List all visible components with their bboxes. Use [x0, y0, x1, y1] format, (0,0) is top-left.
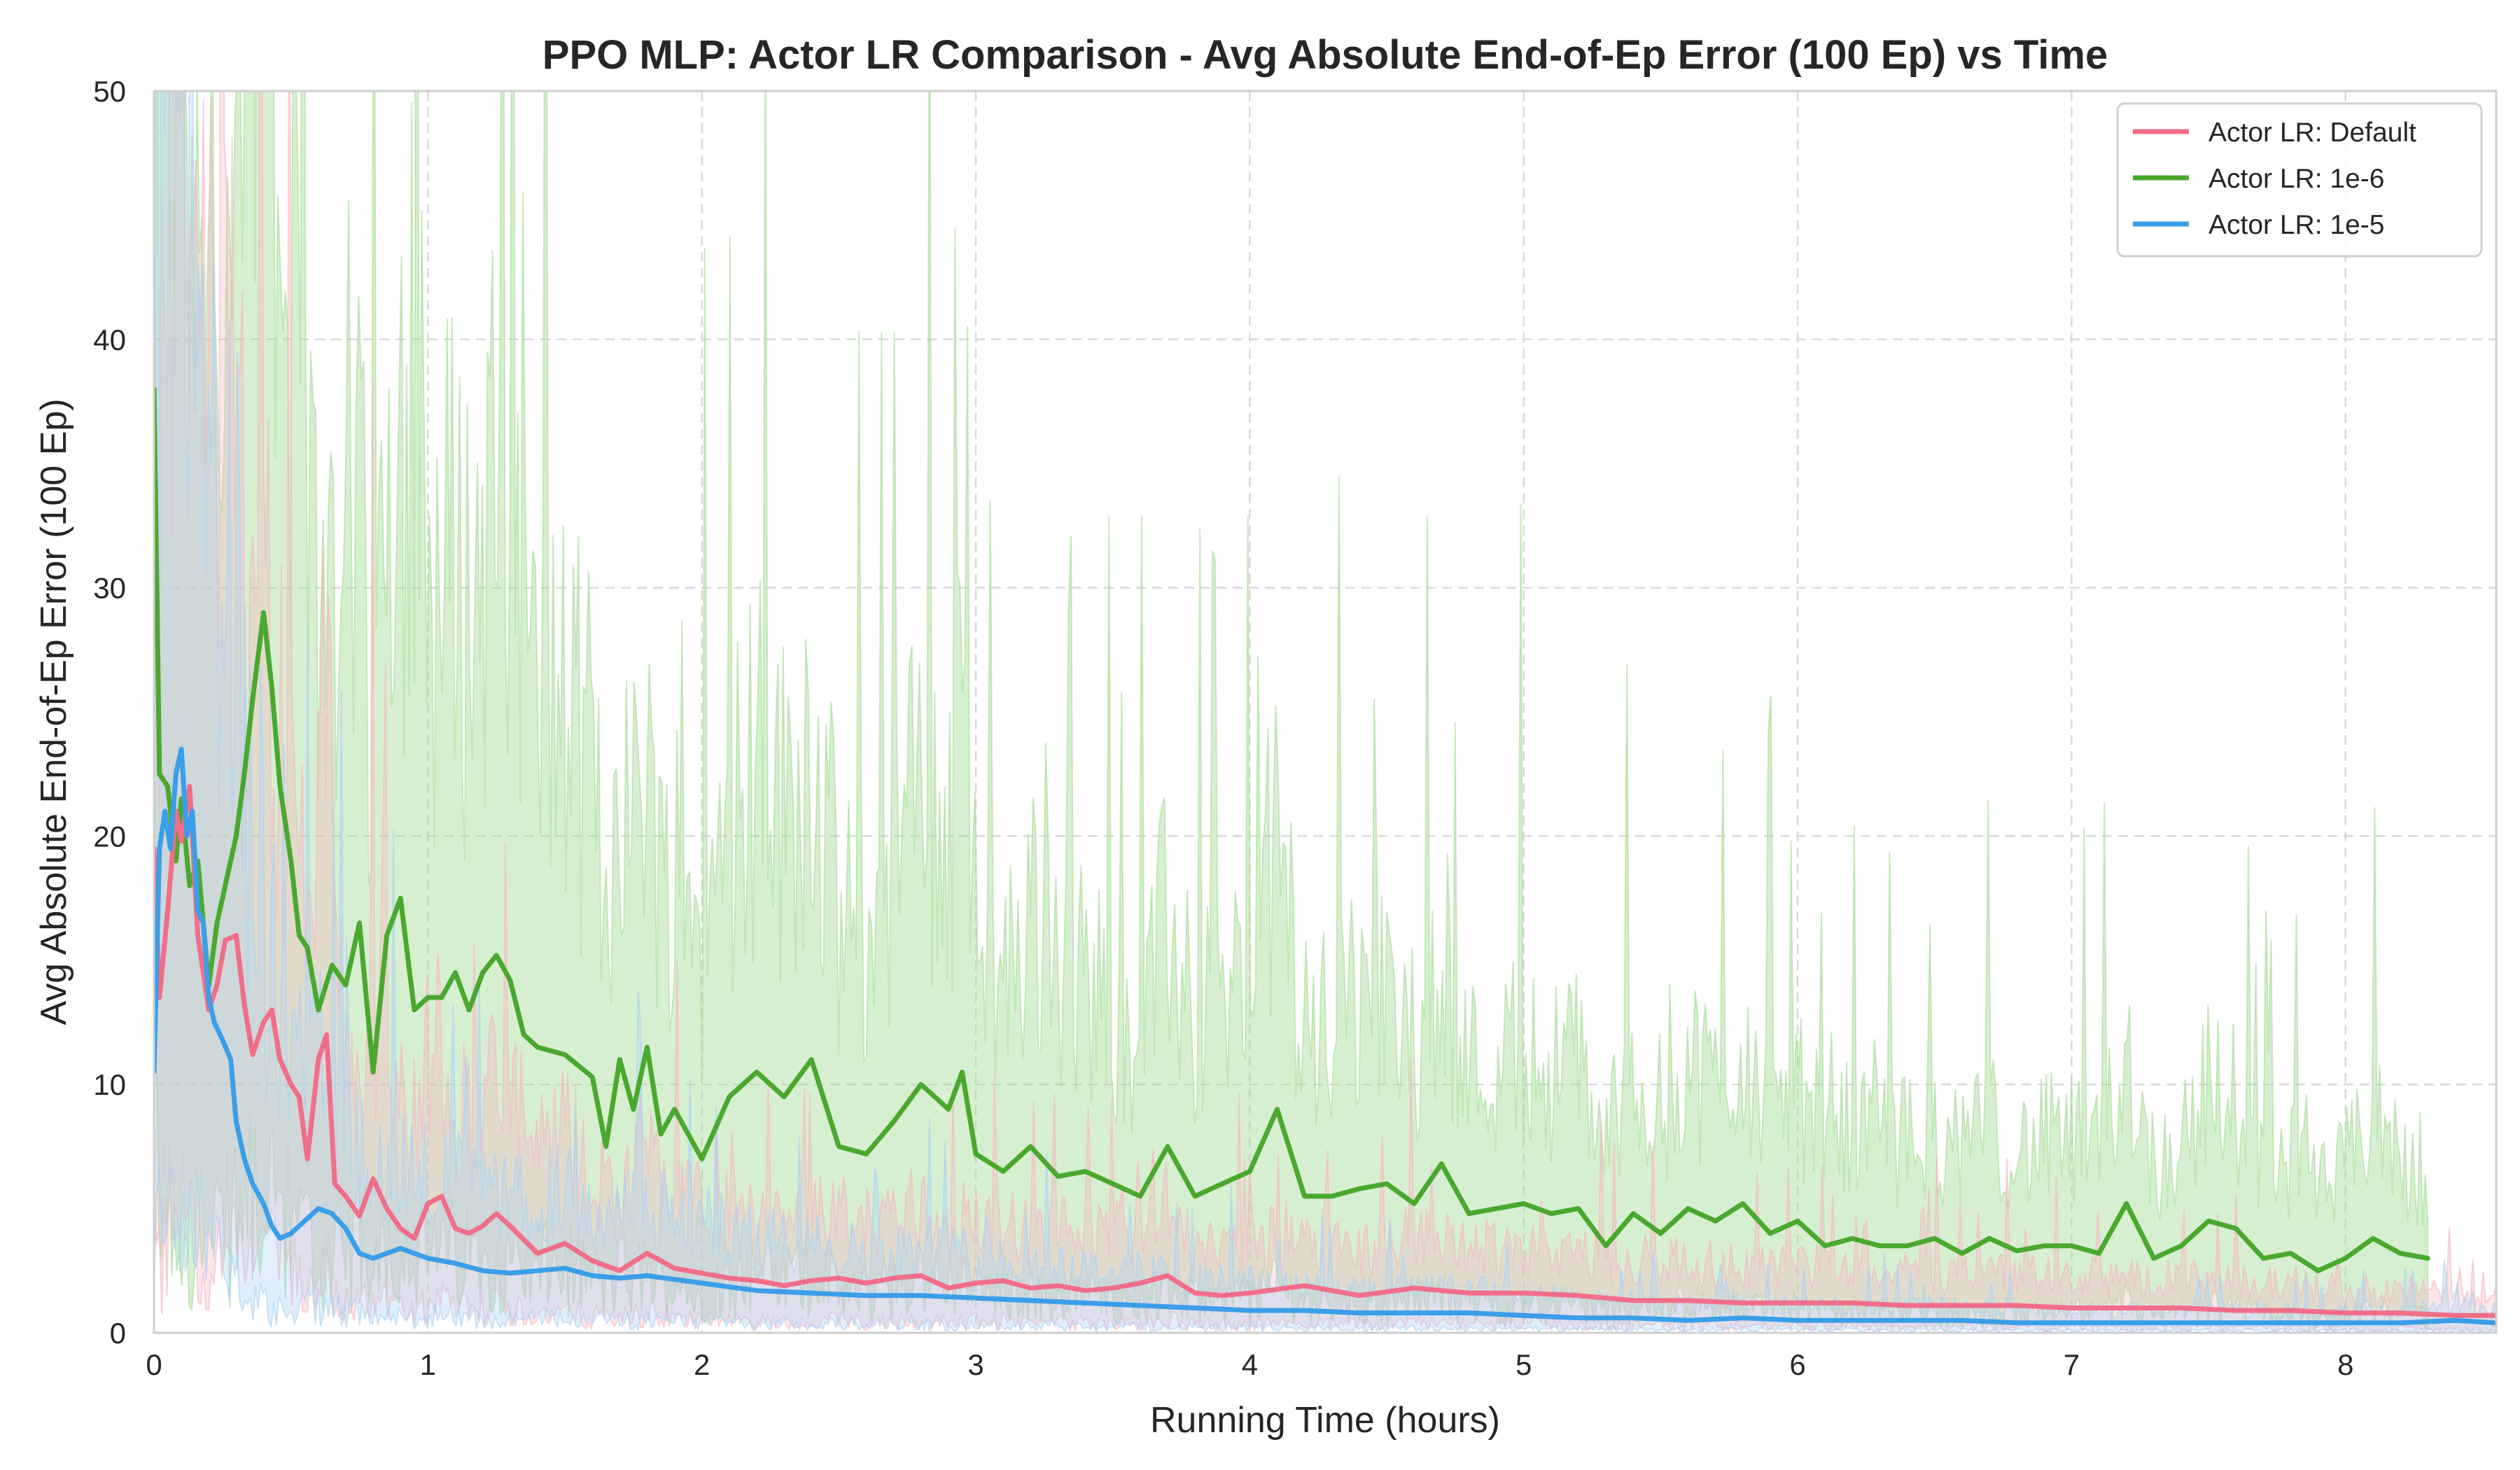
legend: Actor LR: Default Actor LR: 1e-6 Actor LR:…: [2116, 102, 2483, 258]
y-tick-label: 0: [110, 1317, 126, 1350]
y-tick-label: 10: [93, 1068, 126, 1101]
x-tick-label: 6: [1789, 1348, 1805, 1381]
series-line-0: [154, 783, 2496, 1318]
x-tick-label: 4: [1242, 1348, 1258, 1381]
chart-title: PPO MLP: Actor LR Comparison - Avg Absol…: [542, 32, 2108, 78]
x-tick-label: 2: [694, 1348, 710, 1381]
x-tick-label: 0: [146, 1348, 162, 1381]
series-lines: [154, 386, 2496, 1326]
y-tick-label: 40: [93, 323, 126, 356]
x-tick-label: 5: [1516, 1348, 1532, 1381]
series-line-2: [154, 746, 2496, 1326]
series-line-1: [154, 386, 2430, 1273]
x-axis-label: Running Time (hours): [1150, 1400, 1500, 1441]
plot-frame: [153, 90, 2498, 1334]
y-tick-label: 50: [93, 75, 126, 108]
y-axis-label: Avg Absolute End-of-Ep Error (100 Ep): [34, 398, 74, 1025]
legend-entry: Actor LR: Default: [2208, 118, 2416, 148]
legend-entry: Actor LR: 1e-5: [2208, 210, 2384, 240]
x-tick-label: 7: [2064, 1348, 2080, 1381]
y-tick-label: 20: [93, 820, 126, 853]
y-tick-label: 30: [93, 572, 126, 605]
x-tick-label: 3: [967, 1348, 983, 1381]
legend-entry: Actor LR: 1e-6: [2208, 164, 2384, 194]
x-tick-label: 8: [2337, 1348, 2353, 1381]
x-tick-label: 1: [420, 1348, 436, 1381]
tick-labels: 0 1 2 3 4 5 6 7 8 0 10 20 30 40 50: [93, 75, 2353, 1381]
legend-box: [2116, 102, 2483, 258]
